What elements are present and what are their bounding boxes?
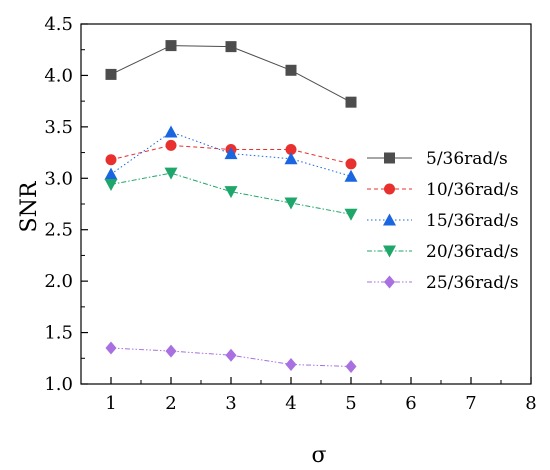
x-tick-label: 3: [225, 393, 236, 414]
data-point: [164, 167, 178, 180]
series-line-1: [110, 45, 352, 103]
data-point: [104, 178, 118, 191]
data-point: [285, 64, 297, 76]
data-point: [344, 169, 358, 182]
y-tick-label: 3.5: [44, 117, 73, 138]
data-point: [225, 41, 237, 53]
data-point: [165, 139, 177, 151]
data-point: [345, 96, 357, 108]
data-point: [225, 348, 237, 362]
data-point: [345, 360, 357, 374]
data-point: [224, 186, 238, 199]
legend-marker: [384, 183, 395, 195]
x-axis-title: σ: [311, 443, 326, 468]
data-point: [284, 152, 298, 165]
data-point: [164, 125, 178, 138]
y-axis-title: SNR: [17, 180, 42, 232]
data-point: [224, 147, 238, 160]
y-tick-label: 1.0: [44, 374, 73, 395]
data-point: [344, 208, 358, 221]
y-tick-label: 4.0: [44, 65, 73, 86]
x-tick-label: 5: [345, 393, 356, 414]
y-tick-label: 1.5: [44, 323, 73, 344]
legend-marker: [384, 275, 395, 289]
data-point: [104, 167, 118, 180]
legend-label: 25/36rad/s: [426, 273, 519, 293]
plot-area: 1 2 3 4 5 6 7 8 1.0 1.5 2.0 2.5 3.0 3.5 4.0 4.5 5/36rad/…: [44, 14, 536, 414]
x-tick-label: 8: [525, 393, 536, 414]
data-point: [284, 197, 298, 210]
data-point: [345, 158, 357, 170]
y-tick-label: 2.5: [44, 220, 73, 241]
y-tick-label: 4.5: [44, 14, 73, 35]
data-point: [105, 68, 117, 80]
legend-label: 10/36rad/s: [426, 180, 519, 200]
x-tick-label: 6: [405, 393, 416, 414]
data-point: [285, 143, 297, 155]
y-tick-label: 2.0: [44, 271, 73, 292]
x-tick-label: 2: [165, 393, 176, 414]
y-tick-label: 3.0: [44, 168, 73, 189]
legend-marker: [383, 213, 396, 226]
x-tick-label: 4: [285, 393, 296, 414]
legend-marker: [384, 152, 395, 164]
data-point: [165, 344, 177, 358]
legend-label: 15/36rad/s: [426, 211, 519, 231]
data-point: [165, 40, 177, 52]
legend-label: 5/36rad/s: [426, 149, 508, 169]
legend-marker: [383, 245, 396, 258]
x-tick-label: 7: [465, 393, 476, 414]
legend-label: 20/36rad/s: [426, 242, 519, 262]
data-point: [105, 341, 117, 355]
data-point: [285, 357, 297, 371]
data-point: [105, 154, 117, 166]
x-tick-label: 1: [105, 393, 116, 414]
